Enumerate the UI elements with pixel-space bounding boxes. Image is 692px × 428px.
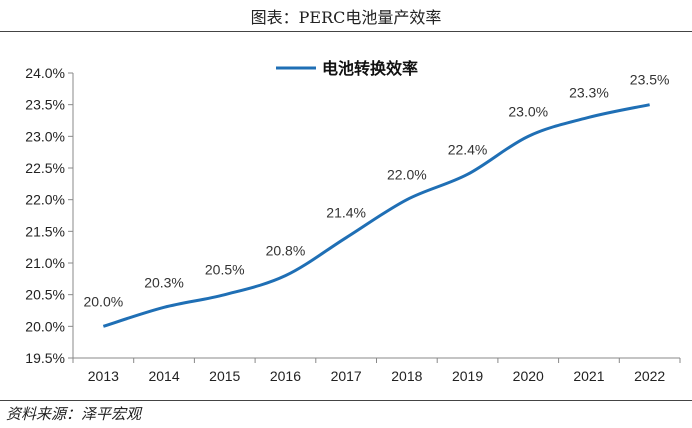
line-chart: 19.5% 20.0% 20.5% 21.0% 21.5% 22.0% 22.5% 23.0%…	[25, 59, 681, 384]
x-tick-label: 2017	[331, 368, 362, 384]
y-tick-label: 19.5%	[25, 350, 65, 366]
data-label: 23.0%	[508, 103, 548, 119]
y-tick-label: 21.0%	[25, 255, 65, 271]
data-label: 22.4%	[448, 141, 488, 157]
x-tick-label: 2013	[88, 368, 119, 384]
figure-title: 图表：PERC电池量产效率	[250, 8, 442, 27]
data-labels: 20.0% 20.3% 20.5% 20.8% 21.4% 22.0% 22.4% 23.0%…	[83, 72, 669, 310]
legend: 电池转换效率	[276, 59, 418, 78]
data-label: 20.5%	[205, 262, 245, 278]
data-label: 20.8%	[266, 243, 306, 259]
source-note: 资料来源：泽平宏观	[6, 405, 142, 423]
y-tick-label: 20.5%	[25, 287, 65, 303]
y-tick-label: 21.5%	[25, 223, 65, 239]
x-tick-label: 2015	[209, 368, 240, 384]
y-tick-label: 20.0%	[25, 318, 65, 334]
legend-label: 电池转换效率	[322, 59, 418, 78]
x-tick-label: 2020	[513, 368, 544, 384]
y-tick-label: 22.0%	[25, 192, 65, 208]
data-label: 22.0%	[387, 167, 427, 183]
x-tick-label: 2016	[270, 368, 301, 384]
y-tick-label: 23.5%	[25, 97, 65, 113]
x-axis: 2013 2014 2015 2016 2017 2018 2019 2020 2021 2022	[72, 357, 681, 384]
y-tick-label: 22.5%	[25, 160, 65, 176]
series-line	[102, 103, 650, 328]
y-tick-label: 24.0%	[25, 65, 65, 81]
x-tick-label: 2022	[634, 368, 665, 384]
x-tick-label: 2018	[391, 368, 422, 384]
x-tick-label: 2014	[148, 368, 179, 384]
y-tick-label: 23.0%	[25, 128, 65, 144]
data-label: 20.3%	[144, 274, 184, 290]
bottom-rule	[0, 400, 692, 401]
top-rule	[0, 31, 692, 32]
data-label: 23.5%	[630, 72, 670, 88]
data-label: 21.4%	[326, 205, 366, 221]
x-tick-label: 2021	[573, 368, 604, 384]
y-axis: 19.5% 20.0% 20.5% 21.0% 21.5% 22.0% 22.5% 23.0%…	[25, 65, 74, 366]
data-label: 20.0%	[83, 293, 123, 309]
data-label: 23.3%	[569, 84, 609, 100]
x-tick-label: 2019	[452, 368, 483, 384]
